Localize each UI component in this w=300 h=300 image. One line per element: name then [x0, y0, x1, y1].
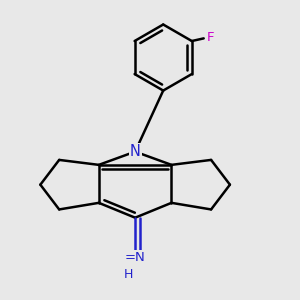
- Text: F: F: [207, 31, 215, 44]
- Text: N: N: [130, 144, 141, 159]
- Text: =N: =N: [125, 251, 146, 264]
- Text: H: H: [124, 268, 133, 281]
